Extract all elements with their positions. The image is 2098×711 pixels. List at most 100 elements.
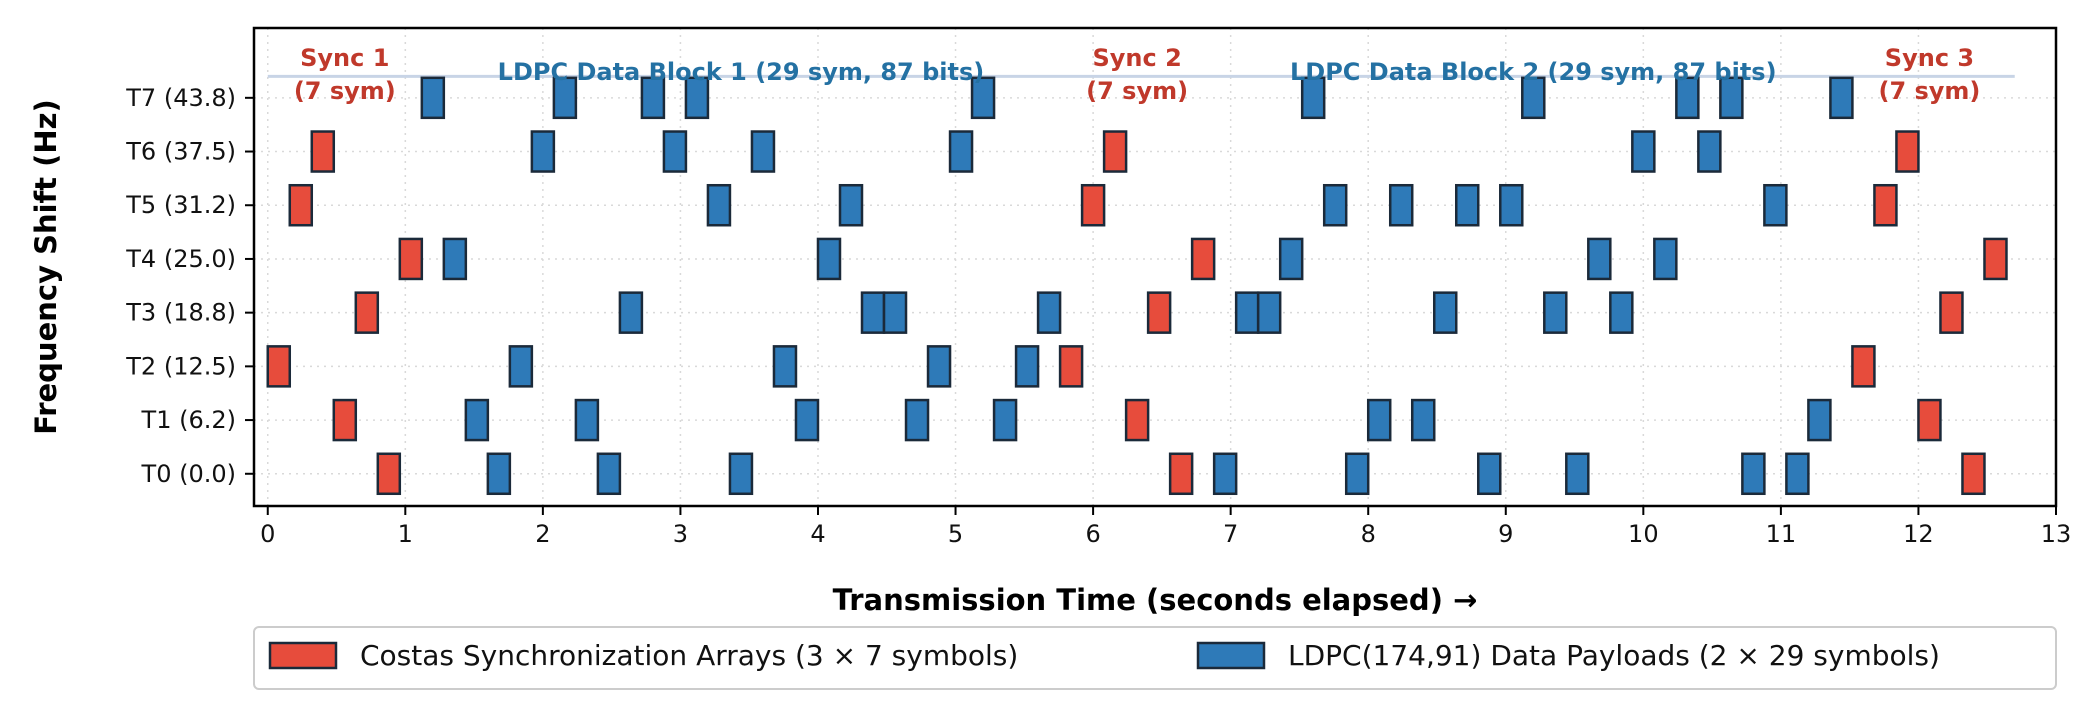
data-symbol bbox=[1675, 76, 1700, 120]
sync-symbol bbox=[398, 237, 424, 281]
data-symbol bbox=[1410, 398, 1436, 442]
data-symbol bbox=[904, 398, 930, 442]
x-tick-label: 7 bbox=[1223, 520, 1238, 548]
sync-symbol bbox=[1983, 237, 2008, 281]
plot-frame bbox=[252, 26, 2058, 508]
y-tick-label: T2 (12.5) bbox=[125, 352, 236, 380]
data-symbol bbox=[838, 183, 864, 227]
data-symbol bbox=[1697, 130, 1722, 173]
sync-symbol bbox=[354, 291, 380, 334]
data-symbol bbox=[926, 345, 952, 388]
legend-swatch-sync bbox=[268, 641, 338, 670]
data-symbol bbox=[860, 291, 886, 334]
x-axis-title: Transmission Time (seconds elapsed) → bbox=[833, 583, 1478, 617]
data-symbol bbox=[1565, 452, 1590, 496]
legend-swatch-data bbox=[1196, 641, 1266, 670]
data-symbol bbox=[552, 76, 578, 120]
y-tick-label: T4 (25.0) bbox=[125, 245, 236, 273]
data-symbol bbox=[970, 76, 996, 120]
data-symbol bbox=[1344, 452, 1370, 496]
legend: Costas Synchronization Arrays (3 × 7 sym… bbox=[253, 626, 2057, 690]
data-symbol bbox=[882, 291, 908, 334]
x-tick-label: 4 bbox=[810, 520, 825, 548]
data-symbol bbox=[530, 130, 556, 173]
sync-symbol bbox=[1190, 237, 1216, 281]
data-symbol bbox=[1212, 452, 1238, 496]
data-symbol bbox=[1300, 76, 1326, 120]
data-symbol bbox=[1388, 183, 1414, 227]
data-symbol bbox=[1609, 291, 1634, 334]
data-symbol bbox=[750, 130, 776, 173]
data-symbol bbox=[1807, 398, 1832, 442]
data-symbol bbox=[948, 130, 974, 173]
data-symbol bbox=[508, 345, 534, 388]
data-symbol bbox=[1366, 398, 1392, 442]
annotations: Sync 1 (7 sym) LDPC Data Block 1 (29 sym, … bbox=[294, 44, 1981, 105]
y-tick-label: T6 (37.5) bbox=[125, 138, 236, 166]
data-block-annotation: LDPC Data Block 1 (29 sym, 87 bits) bbox=[498, 58, 985, 86]
data-symbol bbox=[1785, 452, 1810, 496]
sync-symbol bbox=[1058, 345, 1084, 388]
sync-symbol bbox=[1080, 183, 1106, 227]
sync-symbol bbox=[1851, 345, 1876, 388]
y-axis-title: Frequency Shift (Hz) bbox=[29, 99, 63, 435]
data-symbol bbox=[1036, 291, 1062, 334]
x-tick-label: 3 bbox=[673, 520, 688, 548]
x-tick-label: 10 bbox=[1628, 520, 1659, 548]
sync-annotation: Sync 2 (7 sym) bbox=[1086, 44, 1188, 105]
data-symbol bbox=[1543, 291, 1568, 334]
x-tick-label: 2 bbox=[535, 520, 550, 548]
sync-symbol bbox=[1124, 398, 1150, 442]
data-symbol bbox=[772, 345, 798, 388]
y-tick-label: T3 (18.8) bbox=[125, 299, 236, 327]
legend-label-data: LDPC(174,91) Data Payloads (2 × 29 symbo… bbox=[1288, 639, 1940, 672]
y-tick-label: T7 (43.8) bbox=[125, 84, 236, 112]
data-symbol bbox=[992, 398, 1018, 442]
x-tick-label: 9 bbox=[1498, 520, 1513, 548]
sync-symbol bbox=[1168, 452, 1194, 496]
x-tick-label: 12 bbox=[1903, 520, 1934, 548]
x-tick-label: 5 bbox=[948, 520, 963, 548]
data-symbol bbox=[1477, 452, 1502, 496]
data-symbol bbox=[1432, 291, 1458, 334]
sync-annotation: Sync 1 (7 sym) bbox=[294, 44, 396, 105]
data-symbol bbox=[420, 76, 446, 120]
data-symbol bbox=[1014, 345, 1040, 388]
data-symbol bbox=[1631, 130, 1656, 173]
legend-label-sync: Costas Synchronization Arrays (3 × 7 sym… bbox=[360, 639, 1018, 672]
sync-annotation: Sync 3 (7 sym) bbox=[1878, 44, 1980, 105]
data-symbol bbox=[618, 291, 644, 334]
data-symbol bbox=[1499, 183, 1524, 227]
data-symbol bbox=[684, 76, 710, 120]
data-symbol bbox=[640, 76, 666, 120]
data-symbol bbox=[1322, 183, 1348, 227]
x-tick-label: 8 bbox=[1361, 520, 1376, 548]
x-tick-label: 6 bbox=[1085, 520, 1100, 548]
sync-symbol bbox=[310, 130, 336, 173]
data-symbol bbox=[1741, 452, 1766, 496]
data-symbol bbox=[442, 237, 468, 281]
x-axis: 0 1 2 3 4 5 6 7 8 9 10 11 12 13 bbox=[260, 506, 2071, 548]
data-symbol bbox=[574, 398, 600, 442]
sync-symbol bbox=[1895, 130, 1920, 173]
sync-symbol bbox=[1939, 291, 1964, 334]
sync-symbol bbox=[1146, 291, 1172, 334]
data-symbol bbox=[794, 398, 820, 442]
sync-symbol bbox=[1873, 183, 1898, 227]
x-tick-label: 13 bbox=[2041, 520, 2072, 548]
sync-symbol bbox=[1961, 452, 1986, 496]
sync-symbol bbox=[288, 183, 314, 227]
data-symbol bbox=[1455, 183, 1480, 227]
data-symbol bbox=[706, 183, 732, 227]
data-block-annotation: LDPC Data Block 2 (29 sym, 87 bits) bbox=[1290, 58, 1777, 86]
data-symbol bbox=[728, 452, 754, 496]
data-symbol bbox=[1521, 76, 1546, 120]
data-symbol bbox=[1719, 76, 1744, 120]
data-symbol bbox=[1829, 76, 1854, 120]
data-symbol bbox=[464, 398, 490, 442]
data-symbol bbox=[662, 130, 688, 173]
data-symbol bbox=[486, 452, 512, 496]
x-tick-label: 0 bbox=[260, 520, 275, 548]
